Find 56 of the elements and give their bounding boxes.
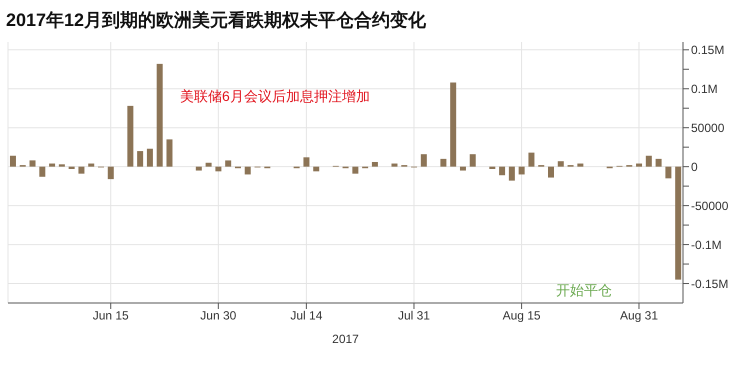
bar: [665, 166, 672, 178]
y-tick-label: -0.1M: [691, 238, 722, 252]
x-tick-label: Jun 15: [92, 308, 130, 323]
bar: [577, 164, 584, 167]
chart-title: 2017年12月到期的欧洲美元看跌期权未平仓合约变化: [6, 9, 426, 32]
x-tick-label: Aug 15: [502, 308, 541, 323]
bar: [225, 160, 232, 167]
bar: [127, 106, 134, 167]
y-tick-label: 0.1M: [691, 82, 718, 96]
bar: [78, 166, 84, 174]
bar: [460, 166, 466, 171]
bar: [450, 82, 456, 167]
bar: [215, 166, 222, 172]
bar: [39, 166, 46, 177]
bar: [656, 158, 662, 167]
bar: [10, 156, 16, 167]
bar: [137, 151, 144, 167]
annotation: 美联储6月会议后加息押注增加: [180, 88, 370, 106]
bar: [675, 166, 682, 280]
bar: [156, 64, 163, 167]
bar: [352, 166, 358, 174]
bar: [646, 156, 652, 167]
y-tick-label: -50000: [691, 198, 729, 213]
bar: [499, 166, 506, 176]
bar: [244, 166, 251, 174]
bar: [196, 166, 202, 171]
x-tick-label: Jun 30: [200, 308, 237, 323]
bar: [391, 164, 398, 167]
x-tick-label: Aug 31: [620, 308, 658, 323]
bar: [146, 148, 153, 167]
bar: [206, 162, 212, 167]
bar: [508, 166, 515, 181]
bar: [558, 161, 564, 167]
bar: [372, 162, 378, 167]
bar: [518, 166, 525, 174]
y-tick-label: -0.15M: [691, 276, 728, 291]
bar: [470, 154, 476, 167]
x-tick-label: Jul 31: [398, 308, 430, 323]
annotation: 开始平仓: [556, 282, 612, 300]
y-tick-label: 50000: [691, 120, 725, 135]
y-tick-label: 0: [691, 160, 698, 174]
bar: [30, 160, 36, 167]
bar: [420, 154, 427, 167]
bar: [108, 166, 114, 180]
bar: [303, 157, 310, 167]
x-axis-title: 2017: [332, 332, 360, 346]
bar: [636, 164, 642, 167]
bar: [313, 166, 320, 172]
bar: [548, 166, 554, 178]
bar: [528, 152, 534, 167]
y-tick-label: 0.15M: [691, 43, 724, 58]
x-tick-label: Jul 14: [290, 308, 323, 323]
bar: [88, 164, 94, 167]
bar: [166, 139, 172, 167]
bar: [440, 158, 446, 167]
bar: [49, 164, 56, 167]
